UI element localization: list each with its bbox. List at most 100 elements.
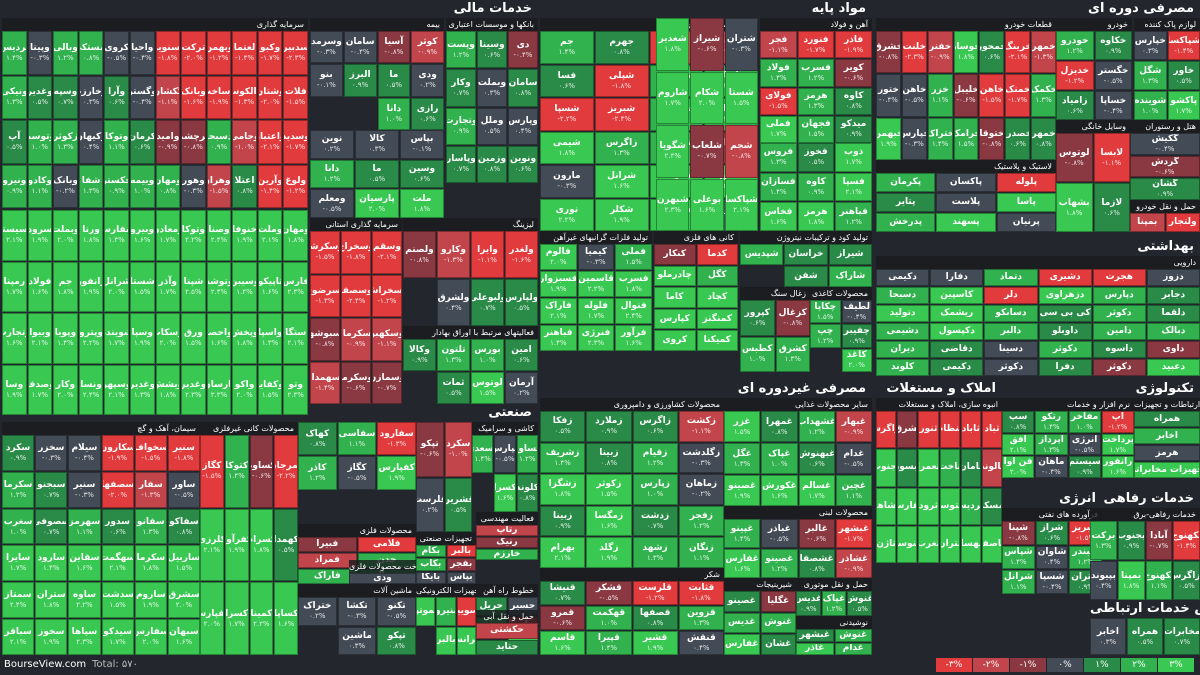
stock-tile[interactable]: قاسم ۱.۶% (540, 631, 586, 655)
stock-tile[interactable]: زکوثر ۱.۵% (586, 474, 632, 505)
stock-tile[interactable]: کپارس-۰.۵% (494, 435, 516, 473)
stock-tile[interactable]: اپرداز ۱.۳% (1035, 433, 1068, 456)
stock-tile[interactable]: تاپیکو ۱.۶% (257, 261, 283, 312)
industry-header[interactable]: خودرو (1056, 18, 1132, 31)
stock-tile[interactable]: گوهران-۱.۵% (206, 164, 232, 208)
stock-tile[interactable]: وبیمه ۱.۰% (129, 164, 155, 208)
stock-tile[interactable]: دانا ۱.۲% (310, 159, 354, 189)
stock-tile[interactable]: لوتوس -۰.۸% (1056, 133, 1093, 182)
stock-tile[interactable]: مارون -۰.۳% (540, 165, 594, 198)
stock-tile[interactable]: شیمی ۱.۸% (540, 131, 594, 164)
stock-tile[interactable]: وسقم -۲.۱% (372, 231, 402, 274)
stock-tile[interactable]: سشرق ۲.۰% (167, 582, 200, 619)
stock-tile[interactable]: وبانک -۰.۲% (53, 164, 78, 208)
stock-tile[interactable]: وملل ۰.۵% (477, 107, 507, 145)
stock-tile[interactable]: خراسان۰.۹% (784, 244, 828, 265)
stock-tile[interactable]: غفارس ۱.۶% (724, 549, 761, 578)
stock-tile[interactable]: شگویا ۲.۴% (656, 125, 690, 178)
stock-tile[interactable]: قزوین ۱.۳% (678, 606, 724, 630)
stock-tile[interactable]: کساپا ۱.۶% (274, 582, 298, 655)
stock-tile[interactable]: دفرا۰.۵% (1038, 359, 1092, 376)
stock-tile[interactable]: پاکسان-۰.۲% (936, 173, 996, 192)
stock-tile[interactable]: شراز ۰.۶% (1035, 521, 1069, 545)
stock-tile[interactable]: دتماد۱.۱% (984, 269, 1038, 286)
stock-tile[interactable]: ثاصفا۱.۶% (981, 525, 1002, 563)
stock-tile[interactable]: کاما۱.۵% (654, 287, 696, 308)
stock-tile[interactable]: هرمز۰.۳% (1134, 445, 1200, 461)
stock-tile[interactable]: فالوم ۲.۰% (540, 244, 577, 270)
stock-tile[interactable]: غدام -۰.۵% (835, 443, 872, 474)
stock-tile[interactable]: اخابر ۰.۳% (1090, 618, 1126, 655)
stock-tile[interactable]: وپست ۱.۲% (446, 31, 476, 69)
stock-tile[interactable]: وپارس ۰.۴% (508, 107, 538, 145)
stock-tile[interactable]: ولصنم -۰.۸% (403, 231, 436, 278)
stock-tile[interactable]: زشریف ۱.۴% (540, 442, 586, 474)
stock-tile[interactable]: بالبر۱.۶% (436, 626, 456, 655)
stock-tile[interactable]: کفپارس۲.۰% (200, 582, 224, 655)
stock-tile[interactable]: وجامی-۱.۰% (232, 120, 257, 164)
stock-tile[interactable]: وآرین -۱.۴% (257, 164, 283, 208)
stock-tile[interactable]: فسرب ۱.۲% (797, 59, 835, 87)
stock-tile[interactable]: خپارس ۰.۳% (1134, 31, 1167, 60)
stock-tile[interactable]: وپترو ۲.۲% (78, 313, 104, 364)
stock-tile[interactable]: غگل ۱.۳% (724, 443, 761, 474)
stock-tile[interactable]: دی -۰.۴% (508, 31, 538, 69)
stock-tile[interactable]: ودی-۰.۲% (349, 573, 416, 584)
stock-tile[interactable]: وکارو -۱.۳% (437, 231, 470, 278)
stock-tile[interactable]: زگلدشت -۰.۳% (678, 442, 724, 474)
stock-tile[interactable]: خکاوه ۰.۹% (1094, 31, 1132, 60)
stock-tile[interactable]: وبملت ۰.۳% (477, 69, 507, 107)
stock-tile[interactable]: جم ۱.۸% (53, 261, 78, 312)
stock-tile[interactable]: غسالم ۱.۷% (798, 475, 835, 506)
stock-tile[interactable]: شرانل۲.۰% (104, 261, 129, 312)
industry-header[interactable]: قطعات خودرو (876, 18, 1056, 31)
stock-tile[interactable]: کسرا ۱.۷% (224, 582, 249, 655)
stock-tile[interactable]: لابسا -۱.۱% (1093, 133, 1130, 182)
stock-tile[interactable]: فسا ۰.۶% (540, 64, 594, 97)
stock-tile[interactable]: سیلام -۰.۴% (68, 435, 101, 471)
stock-tile[interactable]: فاذر -۱.۹% (835, 31, 872, 59)
stock-tile[interactable]: ولغدر -۱.۶% (505, 231, 538, 278)
stock-tile[interactable]: خاهن -۱.۵% (979, 74, 1005, 117)
stock-tile[interactable]: آپ ۰.۵% (2, 120, 27, 164)
stock-tile[interactable]: وسبوشهر-۰.۸% (310, 318, 340, 361)
stock-tile[interactable]: وسخراش-۱.۲% (372, 274, 402, 317)
stock-tile[interactable]: شفن۰.۶% (784, 266, 828, 287)
stock-tile[interactable]: کاوه ۰.۸% (835, 87, 872, 115)
industry-header[interactable]: سرمایه گذاری استانی (310, 218, 402, 231)
sector-header[interactable]: خدمات مالی (453, 1, 532, 16)
industry-header[interactable]: هتل و رستوران (1130, 120, 1200, 133)
stock-tile[interactable]: وغدیر ۱.۳% (129, 364, 155, 415)
stock-tile[interactable]: ملت ۱.۸% (400, 189, 444, 218)
stock-tile[interactable]: ختور -۰.۴% (876, 74, 901, 117)
stock-tile[interactable]: غاذر۱.۵% (796, 642, 834, 655)
stock-tile[interactable]: ما ۰.۵% (355, 159, 399, 189)
stock-tile[interactable]: غشصفا ۰.۸% (798, 549, 835, 578)
stock-tile[interactable]: کلرزی۲.۱% (200, 508, 224, 582)
stock-tile[interactable]: قنیشا ۰.۷% (540, 581, 586, 605)
stock-tile[interactable]: دالبر۱.۴% (984, 323, 1038, 340)
stock-tile[interactable]: سفارود -۱.۳% (377, 422, 416, 456)
stock-tile[interactable]: رانفور ۱.۶% (1101, 456, 1134, 478)
stock-tile[interactable]: بپاس-۰.۴% (446, 571, 476, 584)
stock-tile[interactable]: وسدید-۱.۷% (283, 120, 308, 164)
stock-tile[interactable]: ودی ۰.۲% (411, 64, 444, 97)
stock-tile[interactable]: کسرام۱.۸% (249, 508, 274, 582)
industry-header[interactable]: نوشیدنی (796, 616, 872, 629)
stock-tile[interactable]: چپ ۱.۲% (810, 324, 841, 348)
stock-tile[interactable]: شستا ۱.۵% (724, 71, 758, 124)
stock-tile[interactable]: فلامی-۱.۶% (357, 537, 416, 552)
stock-tile[interactable]: غبهار -۰.۹% (835, 411, 872, 442)
stock-tile[interactable]: دکوثر۱.۲% (1038, 341, 1092, 358)
stock-tile[interactable]: وسکهبو-۱.۱% (372, 318, 402, 361)
stock-tile[interactable]: تپکو ۰.۸% (377, 626, 416, 655)
stock-tile[interactable]: غدام۱.۰% (834, 642, 872, 655)
stock-tile[interactable]: قمرو -۰.۶% (540, 606, 586, 630)
stock-tile[interactable]: چکاپا ۱.۵% (810, 300, 841, 324)
stock-tile[interactable]: گکیش -۰.۴% (1130, 133, 1200, 155)
stock-tile[interactable]: وپاسار ۰.۷% (446, 145, 476, 183)
stock-tile[interactable]: سقاین ۱.۶% (68, 545, 101, 582)
stock-tile[interactable]: قاسمین ۲.۲% (577, 271, 615, 297)
stock-tile[interactable]: وصدف۱.۷% (27, 364, 53, 415)
